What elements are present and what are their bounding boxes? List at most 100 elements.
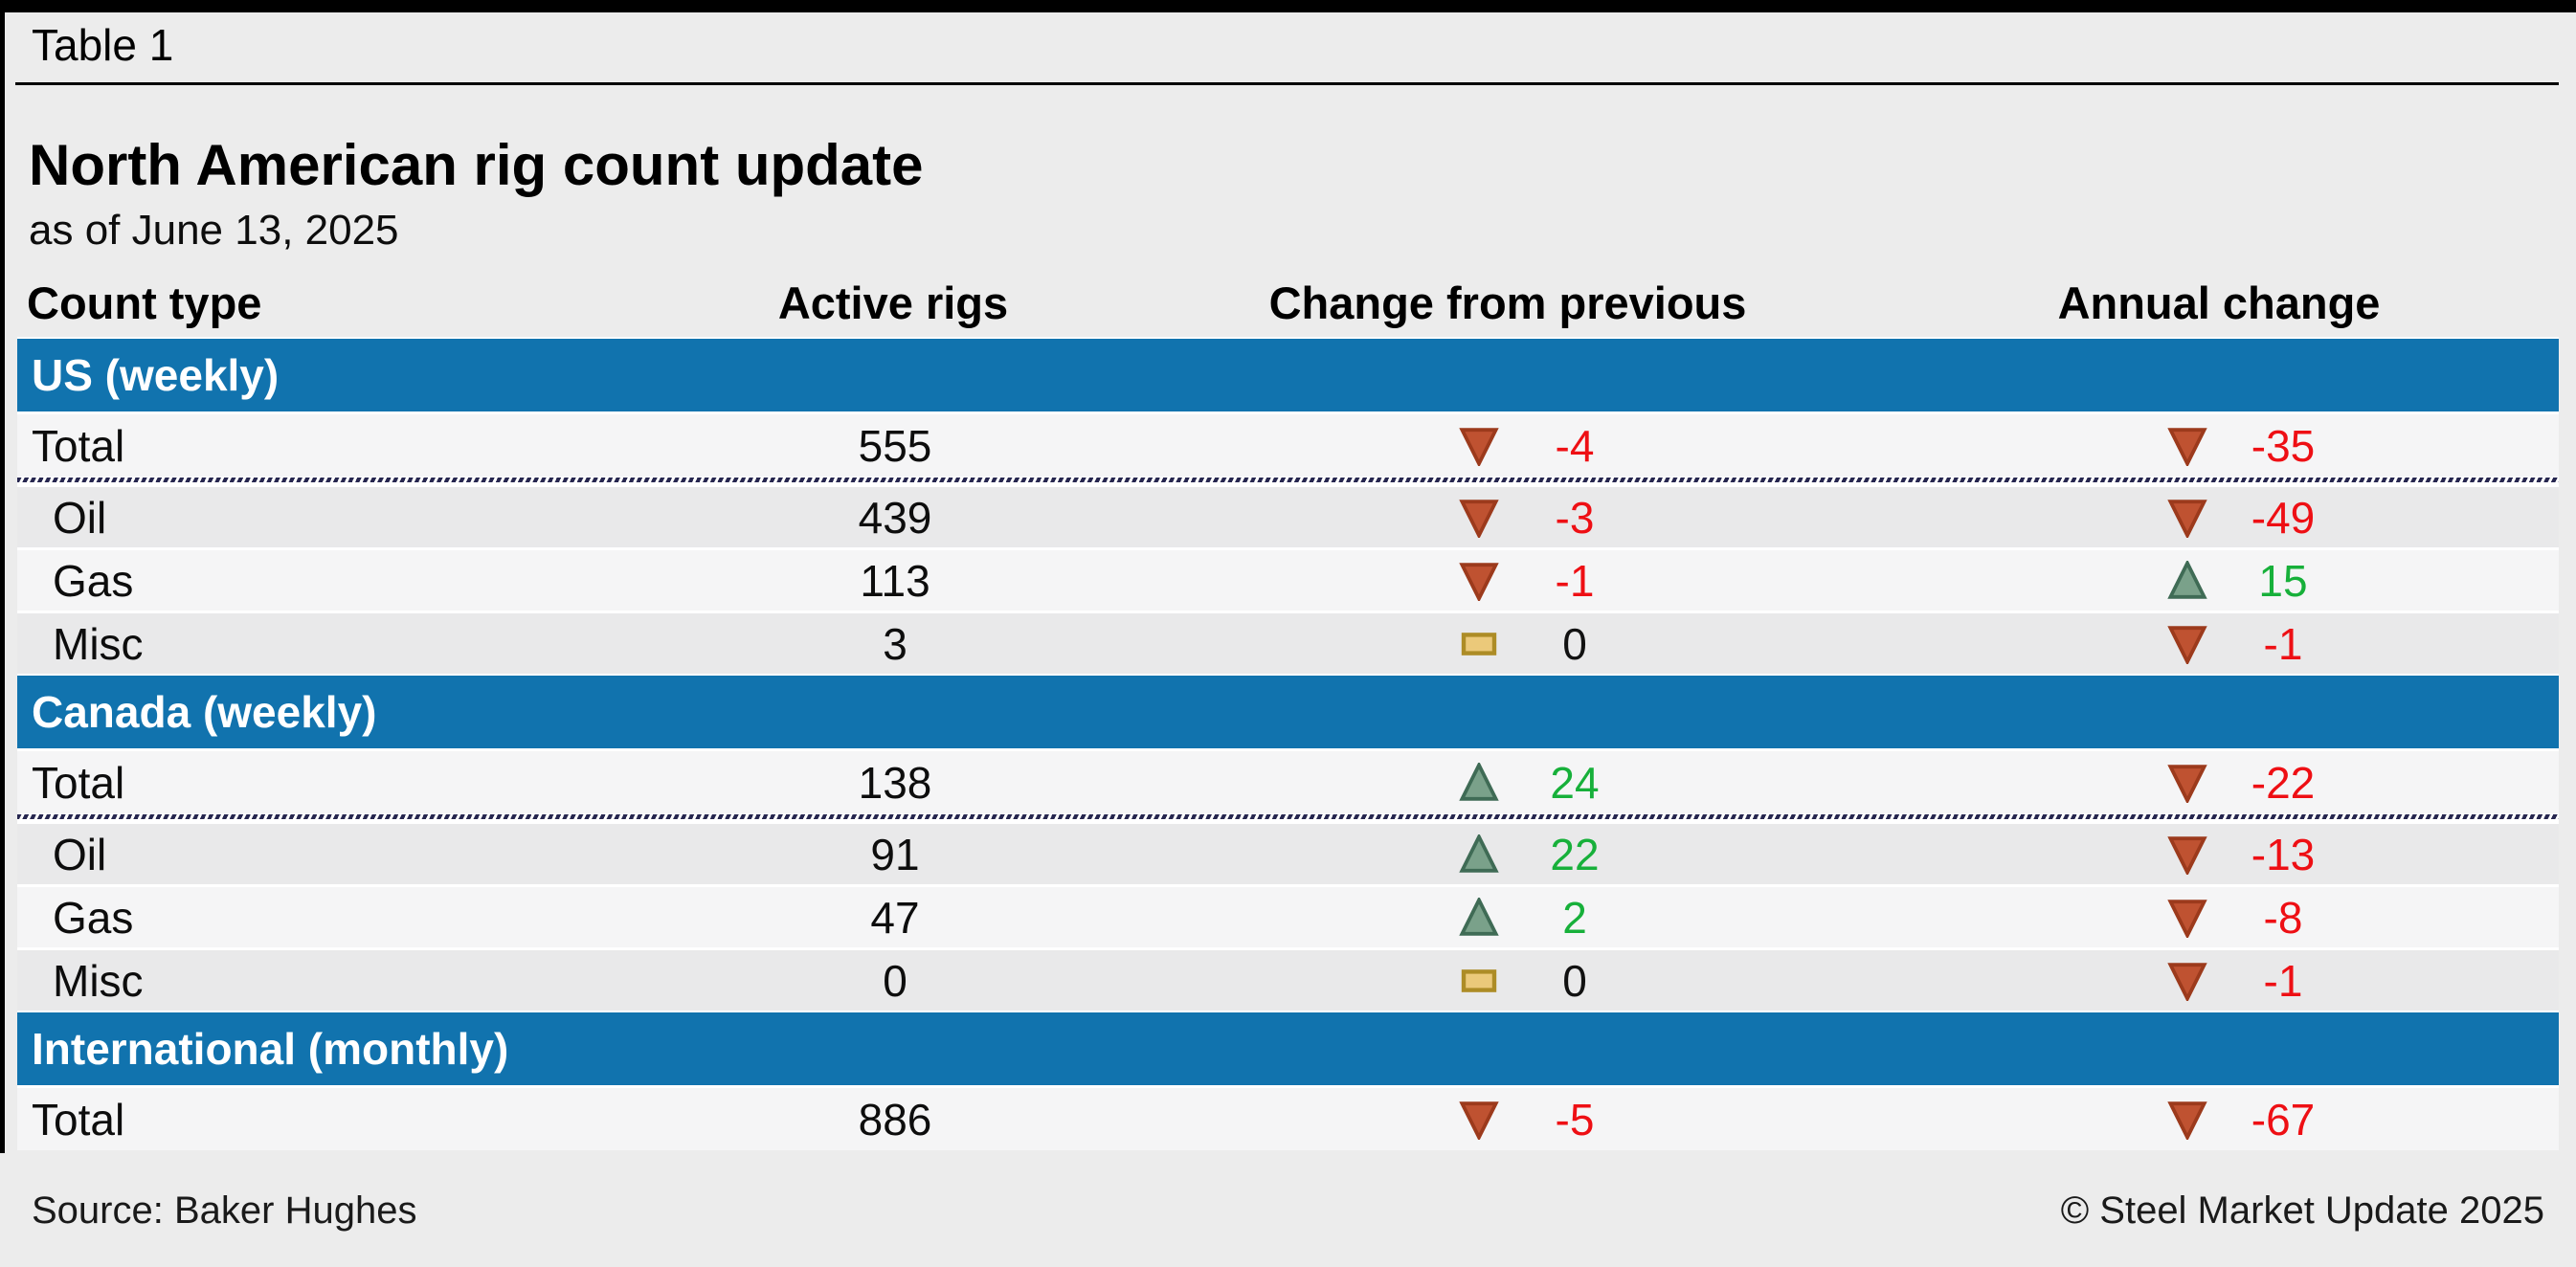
table-row: Oil 91 22 -13 [17,821,2559,884]
down-arrow-icon [2167,1100,2207,1140]
change-indicator [1456,950,1502,1011]
change-value: 0 [1562,955,1587,1006]
row-label: Gas [53,892,134,943]
annual-value: -1 [2263,618,2303,669]
up-arrow-icon [1459,762,1499,801]
change-value: 24 [1550,757,1600,808]
annual-indicator [2164,414,2210,477]
active-rigs-value: 886 [858,1094,932,1145]
table-row: Misc 0 0 -1 [17,947,2559,1011]
row-label: Oil [53,829,107,879]
section-band: International (monthly) [17,1011,2559,1085]
annual-indicator [2164,887,2210,947]
annual-indicator [2164,613,2210,674]
table-row: Gas 113 -1 15 [17,547,2559,611]
table-row: Total 886 -5 -67 [17,1085,2559,1150]
dashed-separator [17,813,2559,821]
change-value: -5 [1555,1094,1595,1145]
annual-indicator [2164,824,2210,884]
annual-indicator [2164,950,2210,1011]
column-header-count-type: Count type [27,278,262,328]
column-header-annual-change: Annual change [2057,278,2381,328]
down-arrow-icon [2167,899,2207,938]
up-arrow-icon [1459,897,1499,936]
annual-value: -35 [2251,420,2316,471]
annual-indicator [2164,550,2210,611]
page-subtitle: as of June 13, 2025 [29,207,399,254]
up-arrow-icon [1459,834,1499,873]
row-label: Total [32,1094,125,1145]
change-value: -1 [1555,555,1595,606]
annual-indicator [2164,751,2210,813]
row-label: Gas [53,555,134,606]
title-divider-rule [15,82,2559,85]
change-indicator [1456,887,1502,947]
annual-value: -13 [2251,829,2316,879]
change-indicator [1456,613,1502,674]
active-rigs-value: 3 [883,618,907,669]
column-header-change-from-previous: Change from previous [1268,278,1747,328]
down-arrow-icon [2167,427,2207,466]
table-row: Total 138 24 -22 [17,748,2559,813]
down-arrow-icon [1459,427,1499,466]
active-rigs-value: 91 [870,829,920,879]
dashed-separator [17,477,2559,484]
change-value: -4 [1555,420,1595,471]
change-indicator [1456,550,1502,611]
page-title: North American rig count update [29,133,924,197]
down-arrow-icon [2167,962,2207,1001]
annual-value: 15 [2258,555,2308,606]
active-rigs-value: 113 [860,555,930,606]
row-label: Total [32,757,125,808]
active-rigs-value: 555 [858,420,932,471]
down-arrow-icon [2167,625,2207,664]
annual-indicator [2164,1088,2210,1150]
table-row: Oil 439 -3 -49 [17,484,2559,547]
annual-value: -22 [2251,757,2316,808]
down-arrow-icon [1459,1100,1499,1140]
change-indicator [1456,751,1502,813]
active-rigs-value: 439 [858,492,932,543]
column-header-active-rigs: Active rigs [777,278,1009,328]
down-arrow-icon [1459,499,1499,538]
down-arrow-icon [2167,764,2207,803]
row-label: Total [32,420,125,471]
annual-value: -49 [2251,492,2316,543]
annual-value: -67 [2251,1094,2316,1145]
no-change-icon [1461,632,1497,656]
source-note: Source: Baker Hughes [32,1189,417,1232]
table-row: Misc 3 0 -1 [17,611,2559,674]
up-arrow-icon [2167,560,2207,599]
down-arrow-icon [1459,562,1499,601]
change-indicator [1456,824,1502,884]
active-rigs-value: 0 [883,955,907,1006]
section-band: US (weekly) [17,337,2559,411]
change-value: 22 [1550,829,1600,879]
annual-value: -1 [2263,955,2303,1006]
section-title: Canada (weekly) [32,687,377,737]
no-change-icon [1461,968,1497,992]
change-indicator [1456,414,1502,477]
change-indicator [1456,487,1502,547]
change-value: -3 [1555,492,1595,543]
section-title: International (monthly) [32,1024,509,1074]
annual-value: -8 [2263,892,2303,943]
left-border-bar [0,12,5,1153]
active-rigs-value: 138 [858,757,932,808]
table-row: Gas 47 2 -8 [17,884,2559,947]
down-arrow-icon [2167,499,2207,538]
table-row: Total 555 -4 -35 [17,411,2559,477]
section-title: US (weekly) [32,350,280,400]
change-value: 0 [1562,618,1587,669]
section-band: Canada (weekly) [17,674,2559,748]
copyright-note: © Steel Market Update 2025 [2060,1189,2544,1232]
change-indicator [1456,1088,1502,1150]
top-border-bar [0,0,2576,12]
rig-count-table: US (weekly) Total 555 -4 -35 Oil 439 -3 -49 Gas 11… [17,337,2559,1150]
row-label: Misc [53,955,144,1006]
row-label: Oil [53,492,107,543]
table-number-label: Table 1 [32,20,174,70]
annual-indicator [2164,487,2210,547]
change-value: 2 [1562,892,1587,943]
